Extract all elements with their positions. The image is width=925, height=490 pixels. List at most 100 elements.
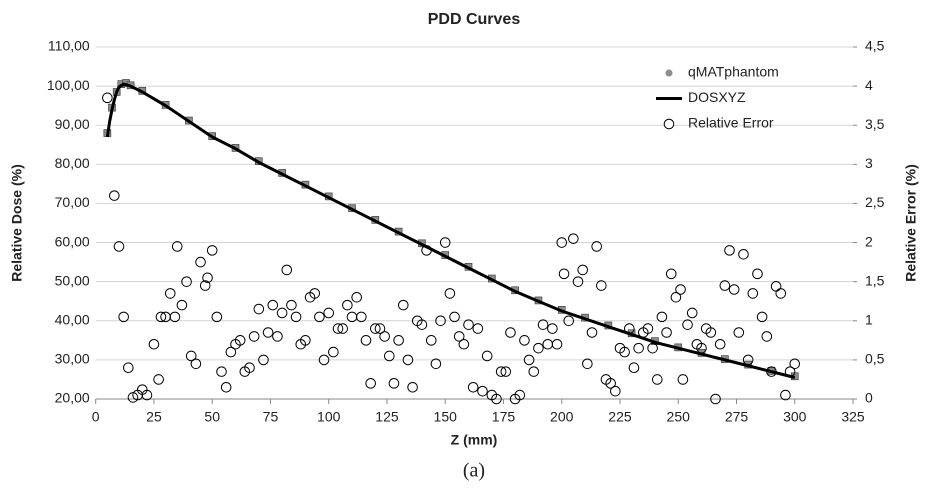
error-point	[766, 366, 777, 377]
error-point	[356, 311, 367, 323]
error-point	[225, 346, 237, 358]
error-point	[719, 280, 731, 291]
y2-tick-label: 1,5	[865, 272, 885, 288]
error-point	[155, 311, 167, 323]
error-point	[383, 350, 395, 362]
error-point	[705, 327, 717, 338]
error-point	[169, 311, 181, 323]
x-tick-label: 275	[725, 409, 749, 425]
error-point	[628, 362, 640, 374]
error-point	[696, 342, 707, 354]
error-point	[656, 311, 668, 323]
error-point	[202, 272, 213, 284]
error-point	[185, 350, 197, 362]
error-point	[591, 241, 602, 252]
error-point	[733, 327, 745, 338]
x-tick-label: 250	[667, 409, 691, 425]
y-tick-label: 40,00	[55, 311, 90, 327]
error-point	[323, 307, 335, 319]
error-point	[206, 245, 218, 256]
error-point	[153, 374, 164, 385]
y2-tick-label: 1	[865, 311, 873, 327]
error-point	[267, 299, 279, 311]
error-point	[789, 358, 801, 370]
error-point	[682, 319, 693, 330]
error-point	[633, 342, 644, 354]
error-point	[258, 354, 269, 366]
error-point	[449, 311, 460, 323]
error-point	[761, 331, 773, 342]
error-point	[402, 354, 414, 366]
error-point	[537, 319, 549, 330]
error-point	[444, 288, 456, 299]
error-point	[551, 338, 563, 350]
error-point	[752, 268, 763, 280]
error-point	[495, 366, 507, 377]
error-point	[416, 319, 428, 330]
error-point	[148, 338, 160, 350]
error-point	[775, 288, 787, 299]
error-point	[393, 335, 404, 346]
error-point	[113, 241, 125, 252]
error-point	[619, 346, 630, 358]
error-point	[397, 299, 409, 311]
error-point	[563, 315, 575, 327]
error-point	[421, 245, 432, 256]
y-tick-label: 110,00	[48, 38, 90, 54]
x-tick-label: 200	[550, 409, 574, 425]
y2-tick-label: 2,5	[865, 194, 885, 210]
error-point	[784, 366, 796, 377]
error-point	[171, 241, 183, 252]
error-point	[651, 374, 663, 385]
error-point	[374, 323, 386, 334]
error-point	[379, 331, 390, 342]
y2-tick-label: 2	[865, 233, 873, 249]
error-point	[164, 288, 176, 299]
error-point	[300, 335, 311, 346]
error-point	[458, 338, 470, 350]
error-point	[710, 393, 721, 405]
error-point	[724, 245, 735, 256]
error-point	[605, 378, 616, 389]
x-tick-label: 300	[783, 409, 807, 425]
error-point	[610, 385, 621, 397]
error-point	[102, 92, 113, 104]
y-tick-label: 90,00	[55, 116, 90, 132]
error-point	[747, 288, 759, 299]
error-point	[388, 378, 400, 389]
error-point	[342, 299, 353, 311]
error-point	[211, 311, 223, 323]
legend-symbol	[663, 118, 675, 130]
error-point	[675, 284, 686, 295]
error-point	[568, 233, 579, 244]
error-point	[360, 335, 372, 346]
x-tick-label: 75	[263, 409, 279, 425]
error-point	[365, 378, 376, 389]
error-point	[523, 354, 535, 366]
y2-tick-label: 4,5	[865, 38, 885, 54]
error-point	[472, 323, 484, 334]
x-axis-label: Z (mm)	[451, 432, 498, 448]
x-tick-label: 175	[492, 409, 516, 425]
x-tick-label: 125	[375, 409, 399, 425]
error-point	[176, 299, 188, 311]
error-point	[281, 264, 293, 276]
error-point	[123, 362, 134, 374]
x-tick-label: 0	[92, 409, 100, 425]
dose-line	[105, 82, 796, 379]
error-point	[572, 276, 584, 287]
y-tick-label: 100,00	[47, 77, 90, 93]
y-tick-label: 30,00	[55, 351, 90, 367]
error-point	[220, 381, 232, 393]
x-tick-label: 25	[146, 409, 162, 425]
error-point	[407, 381, 418, 393]
error-point	[248, 331, 260, 342]
y-tick-label: 50,00	[55, 272, 90, 288]
error-point	[481, 350, 493, 362]
error-point	[586, 327, 598, 338]
legend-label: Relative Error	[688, 115, 774, 131]
error-point	[370, 323, 381, 334]
error-point	[582, 358, 593, 370]
error-point	[244, 362, 255, 374]
